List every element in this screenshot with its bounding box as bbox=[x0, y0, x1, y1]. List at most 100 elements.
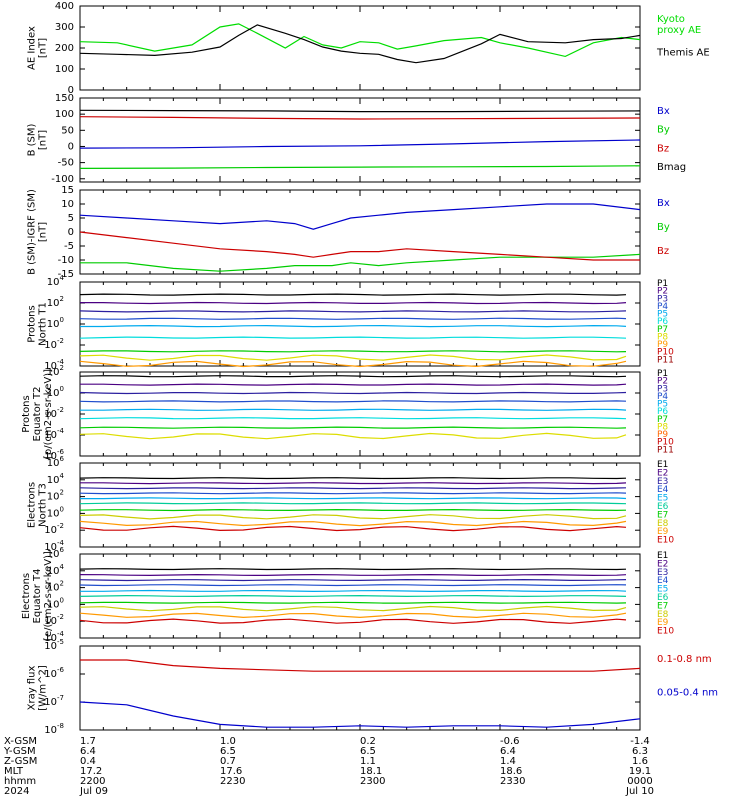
y-tick-label: 102 bbox=[47, 295, 64, 309]
y-tick-label: 10-5 bbox=[44, 638, 64, 652]
series-line-P2 bbox=[80, 383, 627, 386]
series-line-E9 bbox=[79, 520, 627, 527]
legend-entry: P7 bbox=[657, 325, 668, 335]
panel-frame bbox=[79, 645, 641, 731]
series-line-P6 bbox=[79, 336, 627, 339]
y-tick-exponent: 0 bbox=[60, 385, 64, 393]
y-axis-label-line: Electrons bbox=[27, 482, 38, 528]
series-line-E2 bbox=[80, 482, 627, 485]
y-tick-exponent: 2 bbox=[60, 364, 64, 372]
legend-entry: E5 bbox=[657, 585, 668, 595]
legend-entry: P11 bbox=[657, 355, 674, 365]
legend-entry: Bx bbox=[657, 198, 670, 209]
series-line-E1 bbox=[79, 477, 627, 480]
legend-entry: P9 bbox=[657, 430, 668, 440]
legend-entry: P8 bbox=[657, 422, 668, 432]
x-axis-value: 19.1 bbox=[629, 766, 651, 777]
x-axis-row-label: Y-GSM bbox=[3, 746, 36, 757]
series-line-E6 bbox=[79, 594, 627, 598]
series-line-P1 bbox=[79, 375, 627, 378]
legend-entry: P5 bbox=[657, 400, 668, 410]
series-line-P8 bbox=[79, 354, 627, 361]
x-axis-value: 18.6 bbox=[500, 766, 522, 777]
y-tick-exponent: 6 bbox=[60, 546, 65, 554]
x-axis-value: 0.7 bbox=[220, 756, 236, 767]
series-line-P8 bbox=[79, 432, 627, 440]
series-line-E10 bbox=[79, 525, 627, 532]
legend-entry: P4 bbox=[657, 392, 668, 402]
y-tick-exponent: -5 bbox=[57, 638, 64, 646]
x-axis-row-label: Z-GSM bbox=[4, 756, 37, 767]
series-line-E10 bbox=[79, 618, 627, 624]
y-axis-label-line: [W/m^2] bbox=[38, 665, 49, 711]
series-line-P7 bbox=[79, 426, 627, 429]
legend-entry: E9 bbox=[657, 618, 669, 628]
y-tick-exponent: -2 bbox=[57, 406, 64, 414]
y-tick-label: 100 bbox=[55, 64, 74, 75]
y-tick-label: 106 bbox=[47, 455, 65, 469]
y-tick-exponent: 2 bbox=[60, 489, 64, 497]
x-axis-value: 2300 bbox=[360, 776, 385, 787]
series-line-E5 bbox=[80, 497, 627, 500]
y-axis-label-line: [nT] bbox=[38, 222, 49, 242]
y-tick-exponent: 0 bbox=[60, 316, 64, 324]
y-axis-label-line: Equator T2 bbox=[32, 387, 43, 442]
y-tick-exponent: 2 bbox=[60, 580, 64, 588]
y-axis-label: B (SM)[nT] bbox=[27, 123, 49, 156]
series-line-E2 bbox=[79, 573, 627, 577]
series-line-0.1-0.8 nm bbox=[80, 659, 641, 672]
legend-entry: P1 bbox=[657, 369, 668, 379]
y-tick-exponent: -2 bbox=[57, 522, 64, 530]
y-tick-exponent: -4 bbox=[57, 630, 65, 638]
series-line-Bmag bbox=[79, 109, 641, 113]
y-axis-label: B (SM)-IGRF (SM)[nT] bbox=[27, 189, 49, 275]
legend-entry: E8 bbox=[657, 610, 669, 620]
legend-entry: E7 bbox=[657, 601, 668, 611]
y-tick-exponent: -8 bbox=[57, 722, 64, 730]
x-axis-value: 17.6 bbox=[220, 766, 242, 777]
y-axis-label: ProtonsNorth T1 bbox=[27, 302, 49, 346]
legend-entry: P3 bbox=[657, 294, 668, 304]
panel-frame bbox=[79, 189, 641, 275]
legend-entry: E10 bbox=[657, 536, 674, 546]
legend-entry: E1 bbox=[657, 460, 668, 470]
legend-entry: E4 bbox=[657, 485, 669, 495]
y-tick-label: 5 bbox=[68, 213, 74, 224]
series-line-E8 bbox=[79, 605, 627, 612]
x-axis-value: 1.4 bbox=[500, 756, 516, 767]
y-tick-label: 100 bbox=[47, 316, 64, 330]
x-axis-row-label: hhmm bbox=[4, 776, 36, 787]
y-axis-label-line: Protons bbox=[21, 395, 32, 432]
legend-entry: E2 bbox=[657, 468, 668, 478]
legend-entry: P10 bbox=[657, 438, 674, 448]
x-axis-value: 18.1 bbox=[360, 766, 382, 777]
legend-entry: E1 bbox=[657, 551, 668, 561]
y-axis-label-line: Equator T4 bbox=[32, 569, 43, 624]
legend-entry: E8 bbox=[657, 519, 669, 529]
series-line-E1 bbox=[79, 568, 627, 571]
x-axis-value: 6.4 bbox=[500, 746, 516, 757]
y-axis-label: ElectronsEquator T4[e/(cm2-s-sr-keV)] bbox=[21, 551, 54, 641]
y-tick-exponent: 4 bbox=[60, 472, 65, 480]
y-tick-label: 15 bbox=[61, 185, 74, 196]
legend-entry: P4 bbox=[657, 302, 668, 312]
x-axis-value: 1.7 bbox=[80, 736, 96, 747]
legend-entry: P5 bbox=[657, 310, 668, 320]
series-line-E8 bbox=[79, 514, 627, 520]
legend-entry: P1 bbox=[657, 279, 668, 289]
series-line-E9 bbox=[79, 612, 627, 619]
y-tick-exponent: 0 bbox=[60, 505, 64, 513]
x-axis-value: 6.5 bbox=[220, 746, 236, 757]
series-line-P6 bbox=[79, 417, 627, 420]
legend-entry: E3 bbox=[657, 477, 668, 487]
series-line-P3 bbox=[79, 310, 627, 313]
legend-entry: P11 bbox=[657, 445, 674, 455]
legend-entry: 0.05-0.4 nm bbox=[657, 688, 718, 699]
legend-entry: E9 bbox=[657, 527, 669, 537]
x-axis-value: 1.6 bbox=[632, 756, 648, 767]
panel-3: -15 -10 -5 0 5 10 15 B (SM)-IGRF (SM)[nT] Bx By Bz bbox=[27, 185, 670, 280]
